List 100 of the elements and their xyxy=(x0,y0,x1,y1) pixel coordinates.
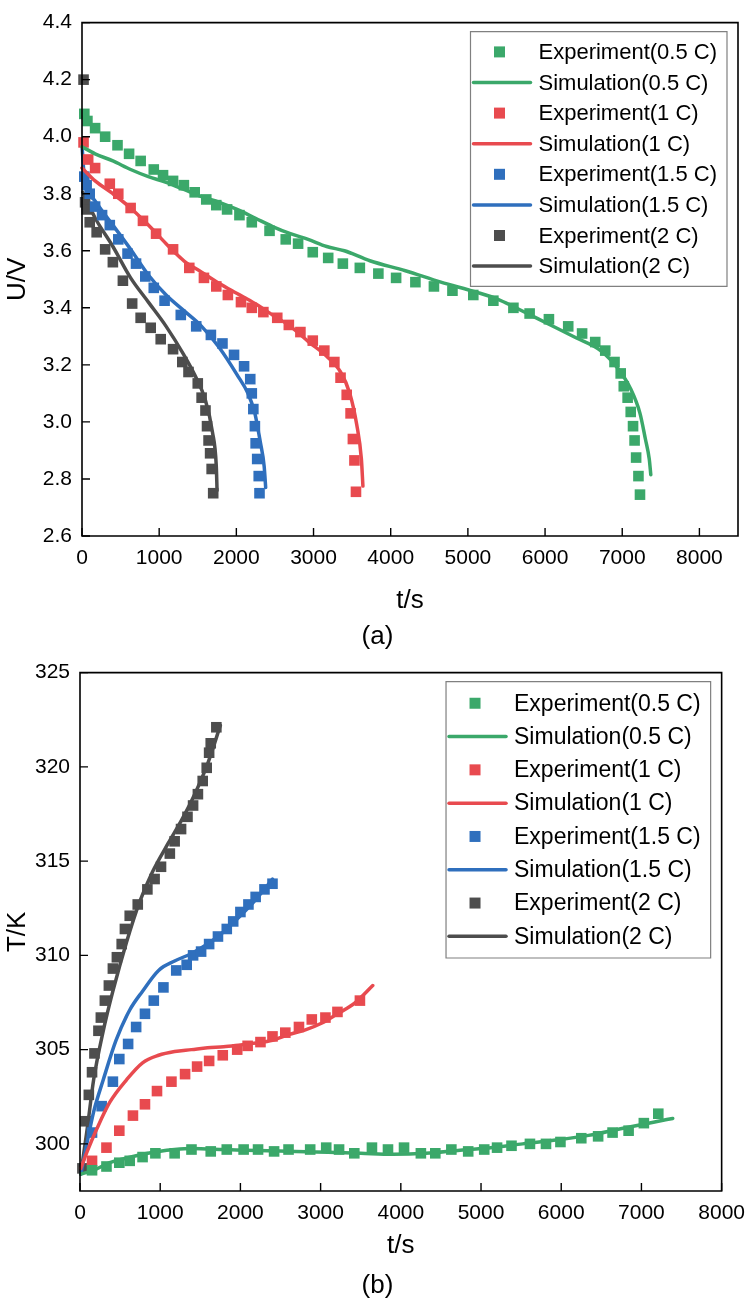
point xyxy=(114,1125,125,1136)
point xyxy=(366,1142,378,1153)
x-axis-title: t/s xyxy=(396,583,424,614)
legend-label: Experiment(2 C) xyxy=(514,889,682,916)
point xyxy=(250,891,261,903)
text: (a) xyxy=(361,620,394,650)
point xyxy=(200,405,211,416)
point xyxy=(350,486,362,498)
point xyxy=(332,1006,343,1018)
y-tick-label: 2.6 xyxy=(42,522,72,546)
point xyxy=(91,226,102,238)
x-tick-label: 1000 xyxy=(136,1200,184,1224)
point xyxy=(576,328,588,339)
point xyxy=(125,202,136,214)
point xyxy=(148,995,160,1006)
x-tick-label: 4000 xyxy=(377,1200,425,1224)
point xyxy=(211,721,222,733)
point xyxy=(112,188,124,200)
x-axis-title: t/s xyxy=(387,1228,415,1259)
point xyxy=(478,1144,490,1155)
y-axis-title: T/K xyxy=(0,910,31,953)
x-tick-label: 3000 xyxy=(297,1200,344,1224)
legend-label: Simulation(2 C) xyxy=(514,922,673,949)
y-tick-label: 320 xyxy=(34,753,70,777)
x-tick-label: 2000 xyxy=(212,545,260,569)
point xyxy=(354,995,366,1006)
x-tick-label: 0 xyxy=(76,545,88,569)
point xyxy=(243,899,254,910)
point xyxy=(159,295,170,306)
point xyxy=(415,1147,427,1159)
point xyxy=(280,234,292,245)
point xyxy=(295,326,306,338)
point xyxy=(104,178,116,190)
point xyxy=(169,836,180,847)
point xyxy=(633,470,644,482)
point xyxy=(508,302,519,314)
y-tick-label: 310 xyxy=(34,942,70,966)
legend-label: Experiment(0.5 C) xyxy=(514,689,701,716)
point xyxy=(246,216,258,228)
point xyxy=(246,302,258,314)
point xyxy=(101,1142,112,1153)
y-tick-label: 3.4 xyxy=(42,294,73,318)
point xyxy=(428,281,440,292)
legend-label: Simulation(1 C) xyxy=(514,789,673,816)
x-tick-label: 4000 xyxy=(367,545,415,569)
point xyxy=(629,435,640,446)
point xyxy=(187,800,199,811)
point xyxy=(335,372,346,384)
point xyxy=(447,285,458,297)
point xyxy=(267,1031,278,1042)
point xyxy=(524,308,535,319)
point xyxy=(221,204,233,215)
point xyxy=(258,306,269,318)
y-tick-label: 300 xyxy=(34,1130,70,1154)
point xyxy=(155,333,167,345)
point xyxy=(142,884,153,895)
y-tick-label: 315 xyxy=(34,847,70,871)
x-tick-label: 5000 xyxy=(444,545,492,569)
point xyxy=(116,938,128,950)
point xyxy=(254,487,265,499)
point xyxy=(268,1146,280,1157)
legend-label: Experiment(1 C) xyxy=(514,756,682,783)
point xyxy=(189,187,200,198)
point xyxy=(625,406,637,418)
point xyxy=(175,309,187,321)
point xyxy=(267,878,278,890)
y-tick-label: 325 xyxy=(34,659,70,683)
legend-label: Simulation(0.5 C) xyxy=(538,69,709,95)
y-tick-label: 4.4 xyxy=(42,9,73,33)
point xyxy=(599,345,611,356)
point xyxy=(135,155,146,167)
point xyxy=(271,312,283,324)
point xyxy=(543,313,555,325)
point xyxy=(319,345,330,356)
point xyxy=(135,312,146,324)
point xyxy=(181,959,192,971)
point xyxy=(192,378,204,389)
point xyxy=(170,965,182,976)
point xyxy=(292,238,304,249)
text: (b) xyxy=(361,1269,394,1299)
point xyxy=(196,392,207,403)
point xyxy=(137,1151,148,1163)
point xyxy=(130,258,142,269)
point xyxy=(307,335,319,346)
point xyxy=(114,1157,125,1169)
point xyxy=(345,408,356,419)
point xyxy=(82,154,94,165)
y-tick-label: 3.0 xyxy=(42,408,72,432)
legend-label: Simulation(0.5 C) xyxy=(514,722,692,749)
legend-label: Simulation(1 C) xyxy=(538,130,691,156)
point xyxy=(150,1147,161,1159)
point xyxy=(280,1027,291,1038)
point xyxy=(398,1142,410,1153)
point xyxy=(634,489,646,500)
point xyxy=(373,268,384,279)
point xyxy=(264,225,275,237)
point xyxy=(430,1147,441,1159)
point xyxy=(248,403,259,415)
point xyxy=(84,188,96,200)
point xyxy=(242,1040,253,1052)
